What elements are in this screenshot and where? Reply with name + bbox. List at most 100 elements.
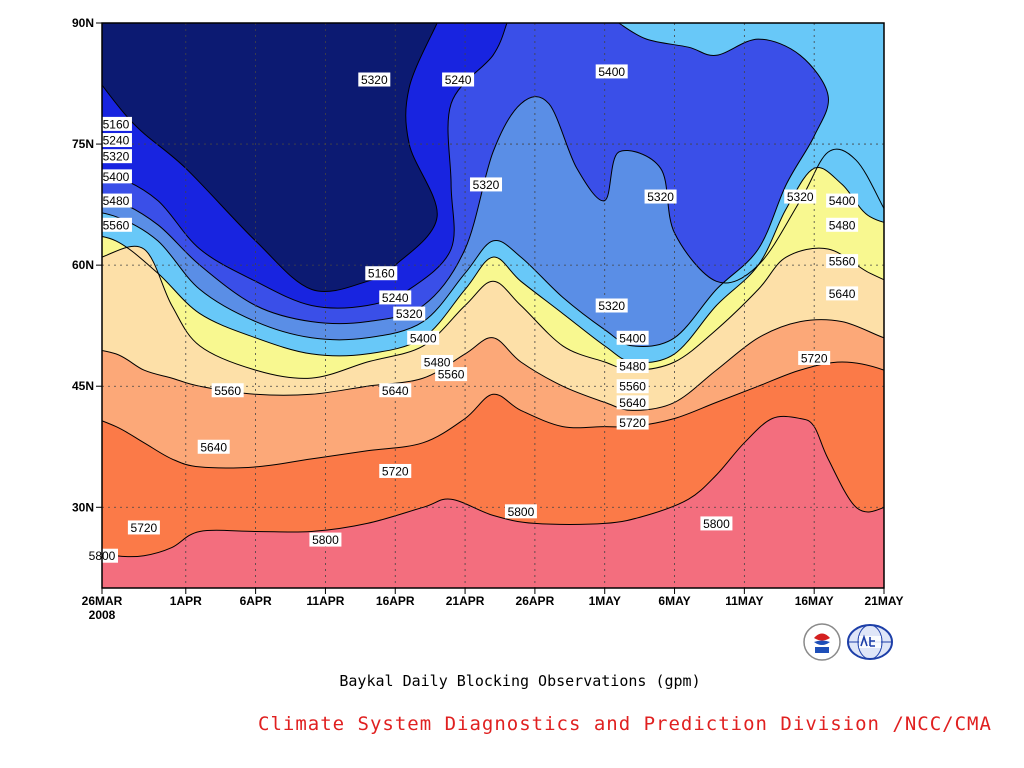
contour-label-box xyxy=(99,133,132,148)
y-tick-label: 30N xyxy=(72,500,94,514)
x-tick-label: 21MAY xyxy=(865,594,904,608)
contour-label-box xyxy=(826,193,859,208)
contour-label-text: 5320 xyxy=(361,73,388,87)
contour-label-box xyxy=(379,290,412,305)
contour-label-box xyxy=(616,359,649,374)
contour-label-box xyxy=(644,189,677,204)
contour-label: 5720 xyxy=(616,415,649,430)
contour-label-text: 5320 xyxy=(396,307,423,321)
contour-label-box xyxy=(616,415,649,430)
contour-label: 5560 xyxy=(616,379,649,394)
contour-label: 5640 xyxy=(616,395,649,410)
x-tick-label: 16APR xyxy=(376,594,415,608)
contour-label-box xyxy=(700,516,733,531)
contour-label: 5480 xyxy=(826,217,859,232)
contour-fills xyxy=(102,23,884,588)
contour-label: 5400 xyxy=(595,64,628,79)
x-tick-label: 21APR xyxy=(446,594,485,608)
contour-label-box xyxy=(309,532,342,547)
contour-label-text: 5320 xyxy=(473,178,500,192)
contour-label-text: 5240 xyxy=(103,134,130,148)
contour-label-box xyxy=(784,189,817,204)
contour-label: 5320 xyxy=(470,177,503,192)
contour-label-box xyxy=(504,504,537,519)
contour-label-box xyxy=(407,330,440,345)
contour-label-text: 5560 xyxy=(619,380,646,394)
contour-label: 5400 xyxy=(99,169,132,184)
contour-label-text: 5560 xyxy=(214,384,241,398)
chart-caption: Baykal Daily Blocking Observations (gpm) xyxy=(339,672,701,690)
ncc-logo-icon xyxy=(847,624,893,660)
contour-label-text: 5800 xyxy=(312,533,339,547)
contour-label: 5480 xyxy=(421,355,454,370)
contour-line-5480 xyxy=(102,167,884,364)
x-tick-label: 1APR xyxy=(170,594,202,608)
contour-label: 5720 xyxy=(798,350,831,365)
contour-label: 5160 xyxy=(99,116,132,131)
contour-label-box xyxy=(421,355,454,369)
contour-label-text: 5320 xyxy=(647,190,674,204)
contour-label-box xyxy=(826,217,859,232)
contour-label-text: 5320 xyxy=(787,190,814,204)
contour-line-5160 xyxy=(102,23,438,293)
x-tick-label: 26MAR xyxy=(82,594,123,608)
contour-label: 5560 xyxy=(826,254,859,269)
contour-label-text: 5160 xyxy=(103,117,130,131)
x-tick-label: 16MAY xyxy=(795,594,834,608)
contour-label-text: 5240 xyxy=(445,73,472,87)
contour-label: 5640 xyxy=(197,439,230,454)
contour-label: 5480 xyxy=(616,359,649,374)
contour-label-box xyxy=(435,367,468,382)
contour-label-box xyxy=(595,298,628,313)
contour-label: 5240 xyxy=(99,133,132,148)
contour-label-box xyxy=(595,64,628,79)
contour-label-box xyxy=(99,193,132,208)
contour-label-text: 5720 xyxy=(801,351,828,365)
contour-label-text: 5480 xyxy=(424,356,451,370)
contour-label-box xyxy=(470,177,503,192)
contour-label: 5800 xyxy=(504,504,537,519)
contour-line-5800 xyxy=(102,415,884,558)
contour-label-text: 5400 xyxy=(829,194,856,208)
contour-line-5320 xyxy=(102,96,884,325)
contour-label: 5640 xyxy=(826,286,859,301)
contour-label: 5320 xyxy=(99,149,132,164)
contour-label-text: 5400 xyxy=(103,170,130,184)
contour-label: 5320 xyxy=(595,298,628,313)
contour-label: 5480 xyxy=(99,193,132,208)
contour-label: 5320 xyxy=(358,72,391,87)
x-tick-label: 26APR xyxy=(516,594,555,608)
x-tick-label: 6MAY xyxy=(658,594,690,608)
y-tick-label: 90N xyxy=(72,16,94,30)
contour-label: 5320 xyxy=(393,306,426,321)
axes: 26MAR 1APR 6APR 11APR 16APR 21APR 26APR 1MAY 6MA… xyxy=(72,16,903,622)
contour-label: 5400 xyxy=(616,330,649,345)
contour-label-text: 5560 xyxy=(103,218,130,232)
fill-band-5800 xyxy=(102,416,884,588)
contour-label-text: 5480 xyxy=(829,218,856,232)
contour-label-box xyxy=(127,520,160,535)
contour-label: 5560 xyxy=(211,383,244,398)
contour-label-text: 5240 xyxy=(382,291,409,305)
contour-label-box xyxy=(798,350,831,365)
contour-label-box xyxy=(616,330,649,345)
contour-label: 5160 xyxy=(365,266,398,281)
x-tick-label: 1MAY xyxy=(589,594,621,608)
contour-label-text: 5480 xyxy=(103,194,130,208)
contour-label-text: 5640 xyxy=(200,440,227,454)
plot-frame xyxy=(101,22,885,589)
bcc-logo-icon xyxy=(803,623,841,661)
contour-label: 5640 xyxy=(379,383,412,398)
contour-label-text: 5560 xyxy=(829,255,856,269)
contour-label-box xyxy=(99,116,132,131)
contour-label: 5720 xyxy=(127,520,160,535)
y-tick-label: 45N xyxy=(72,379,94,393)
contour-label-text: 5160 xyxy=(368,267,395,281)
contour-line-5240 xyxy=(102,23,508,309)
y-tick-label: 60N xyxy=(72,258,94,272)
contour-label-text: 5720 xyxy=(619,416,646,430)
y-tick-label: 75N xyxy=(72,137,94,151)
contour-label-text: 5640 xyxy=(619,396,646,410)
contour-label-box xyxy=(211,383,244,398)
